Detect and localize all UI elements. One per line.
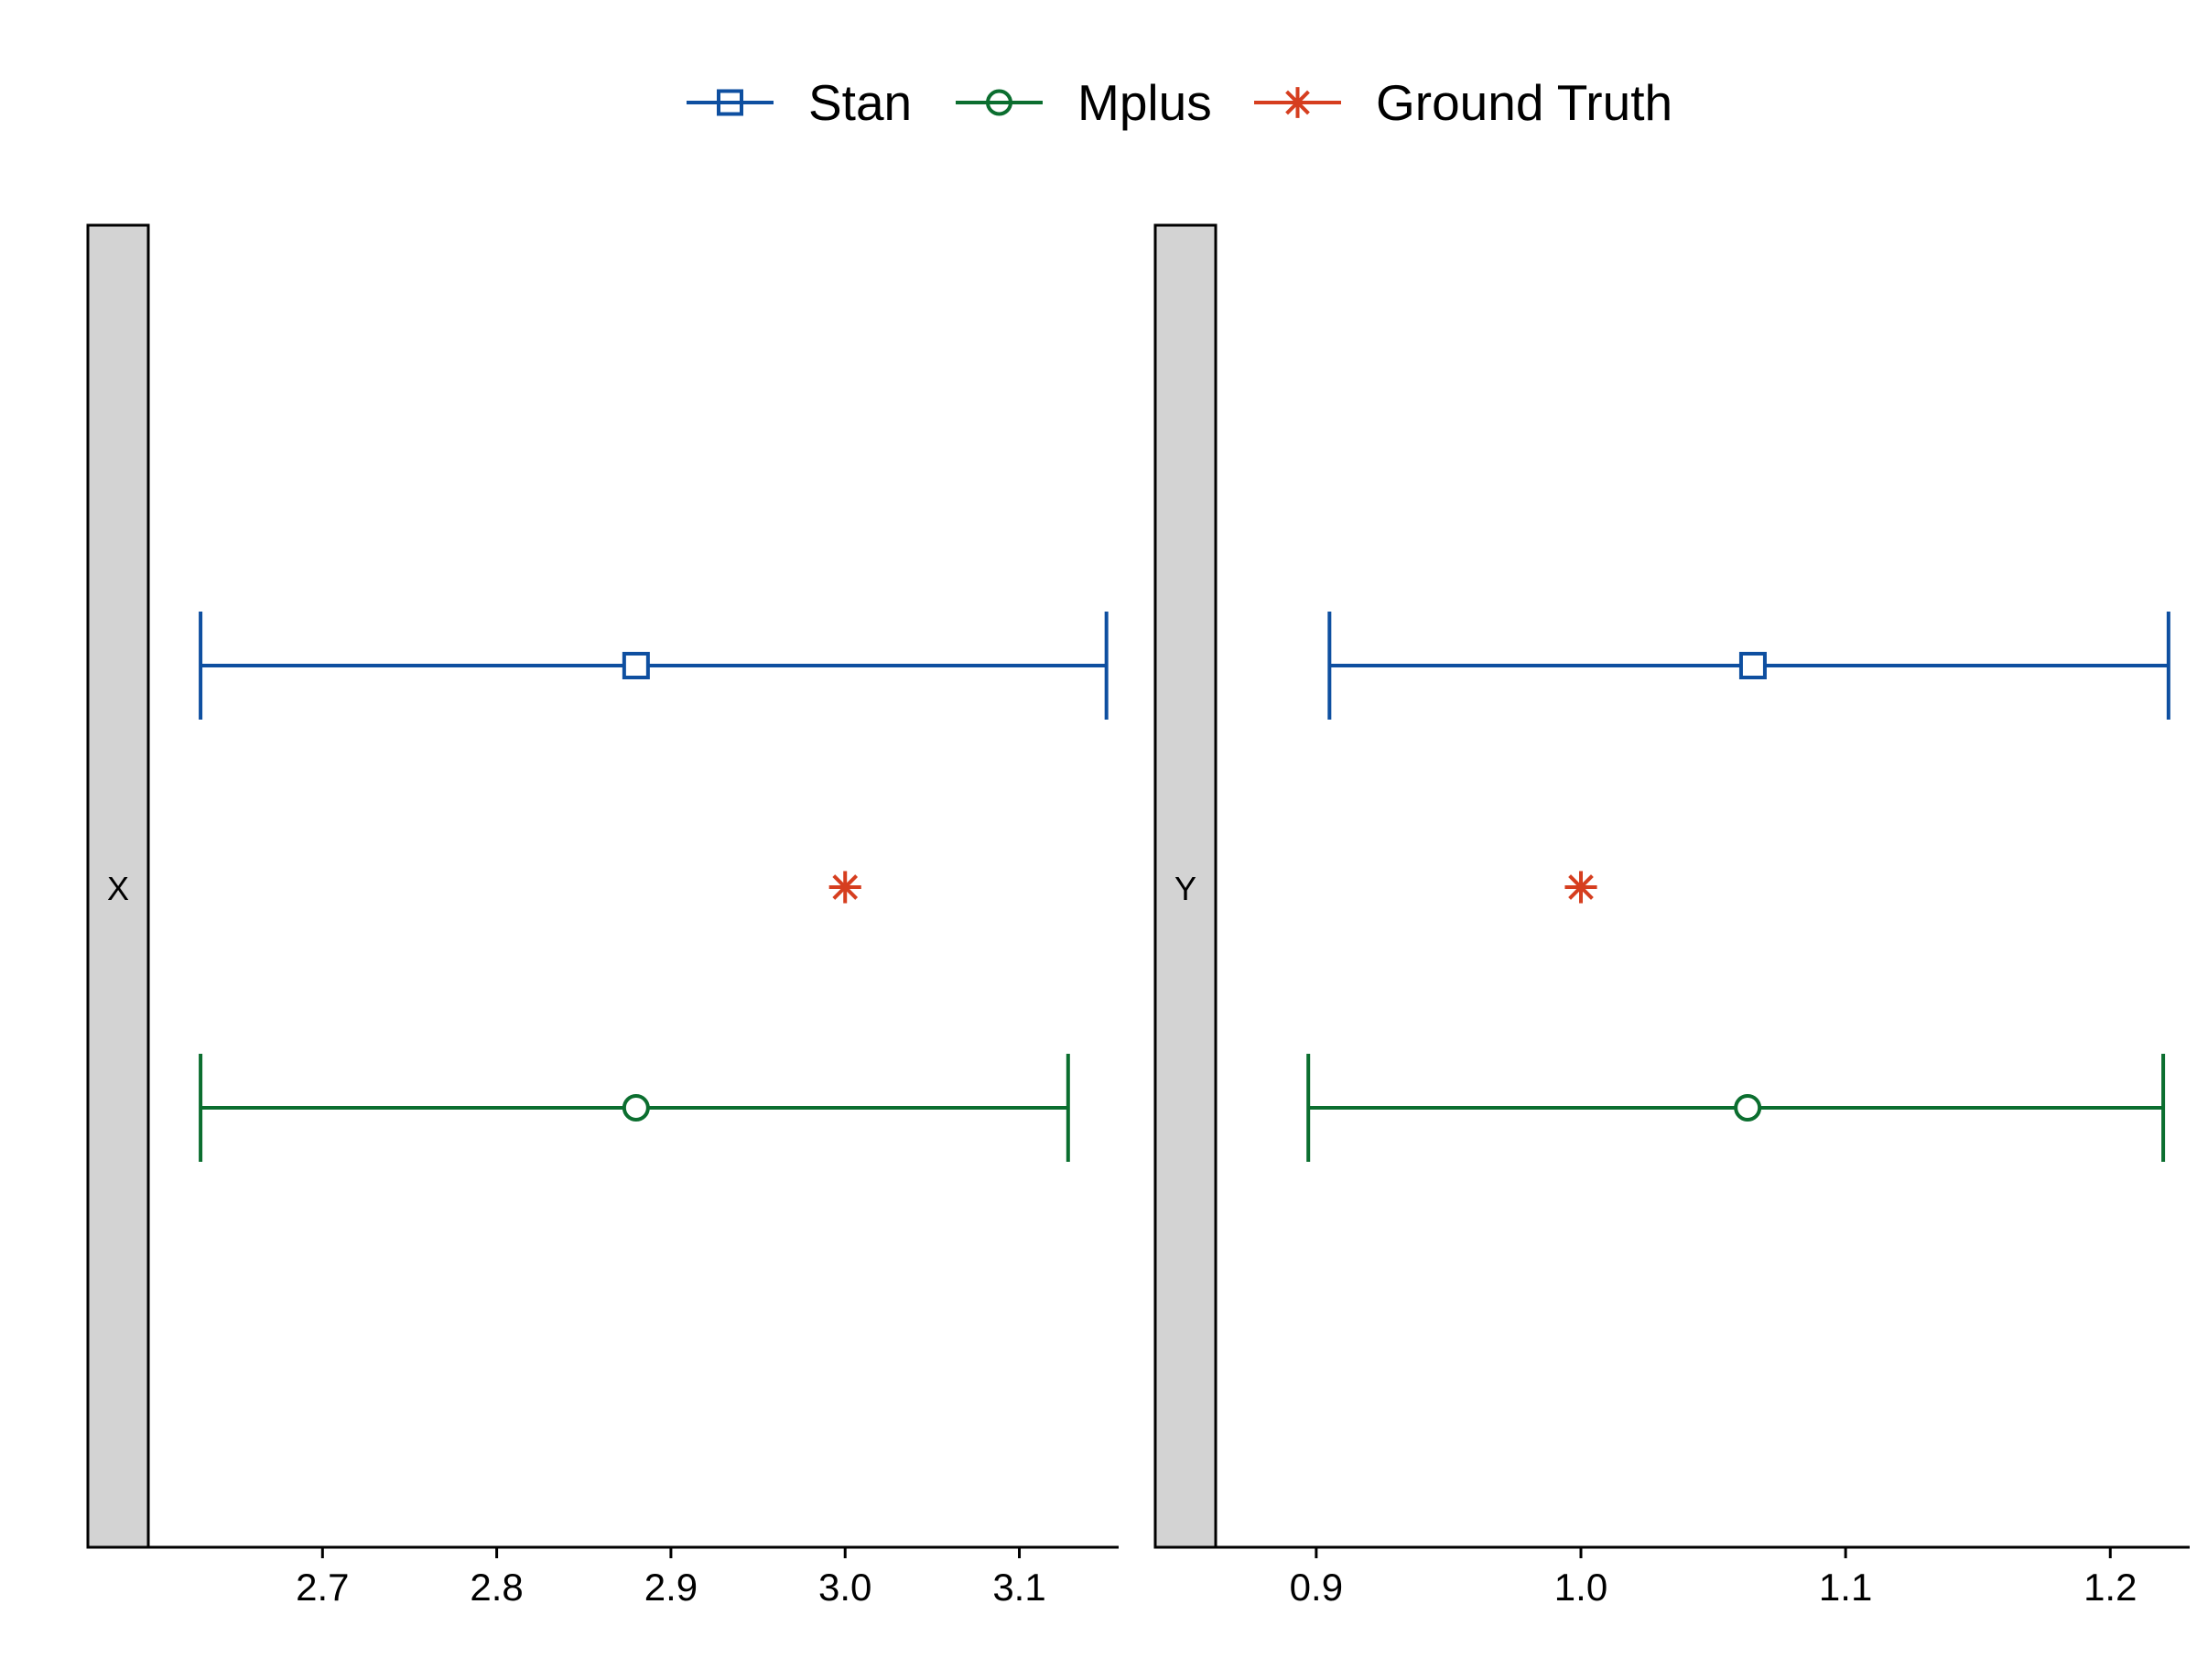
point-estimate xyxy=(828,871,861,904)
panel-y: Y 0.9 1.0 1.1 1.2 xyxy=(1153,223,2190,1609)
x-tick-label: 1.1 xyxy=(1819,1566,1872,1609)
square-icon xyxy=(1738,652,1767,679)
point-estimate xyxy=(622,652,650,679)
series-mplus xyxy=(1306,1054,2166,1162)
x-tick-label: 1.0 xyxy=(1554,1566,1607,1609)
legend-item-mplus: Mplus xyxy=(956,74,1212,131)
x-tick-label: 2.8 xyxy=(470,1566,523,1609)
circle-icon xyxy=(1734,1094,1762,1122)
circle-icon xyxy=(622,1094,650,1122)
series-stan xyxy=(199,612,1109,720)
panel-x: X 2.7 2.8 2.9 3.0 3.1 xyxy=(86,223,1119,1609)
legend-label: Ground Truth xyxy=(1376,74,1672,131)
point-estimate xyxy=(1564,871,1597,904)
point-estimate xyxy=(1734,1094,1762,1122)
x-tick-label: 2.7 xyxy=(296,1566,349,1609)
series-ground-truth xyxy=(1564,871,1597,904)
square-icon xyxy=(717,89,743,116)
x-tick-label: 3.1 xyxy=(992,1566,1045,1609)
x-tick-label: 0.9 xyxy=(1290,1566,1343,1609)
asterisk-icon xyxy=(828,871,861,904)
facet-strip xyxy=(1153,223,1218,1549)
square-icon xyxy=(622,652,650,679)
point-estimate xyxy=(622,1094,650,1122)
facet-strip-label: Y xyxy=(1174,870,1196,907)
x-tick-label: 1.2 xyxy=(2083,1566,2137,1609)
facet-strip-label: X xyxy=(107,870,129,907)
x-tick-label: 2.9 xyxy=(644,1566,698,1609)
x-tick-label: 3.0 xyxy=(818,1566,871,1609)
legend: Stan Mplus Ground Truth xyxy=(687,74,1672,131)
circle-icon xyxy=(986,89,1012,116)
panels: X 2.7 2.8 2.9 3.0 3.1 Y 0.9 1.0 1.1 1.2 xyxy=(86,223,2190,1609)
series-ground-truth xyxy=(828,871,861,904)
legend-label: Mplus xyxy=(1077,74,1212,131)
asterisk-icon xyxy=(1564,871,1597,904)
series-stan xyxy=(1327,612,2170,720)
point-estimate xyxy=(1738,652,1767,679)
series-mplus xyxy=(199,1054,1070,1162)
asterisk-icon xyxy=(1282,87,1314,118)
legend-item-ground-truth: Ground Truth xyxy=(1254,74,1672,131)
legend-label: Stan xyxy=(808,74,912,131)
legend-item-stan: Stan xyxy=(687,74,912,131)
